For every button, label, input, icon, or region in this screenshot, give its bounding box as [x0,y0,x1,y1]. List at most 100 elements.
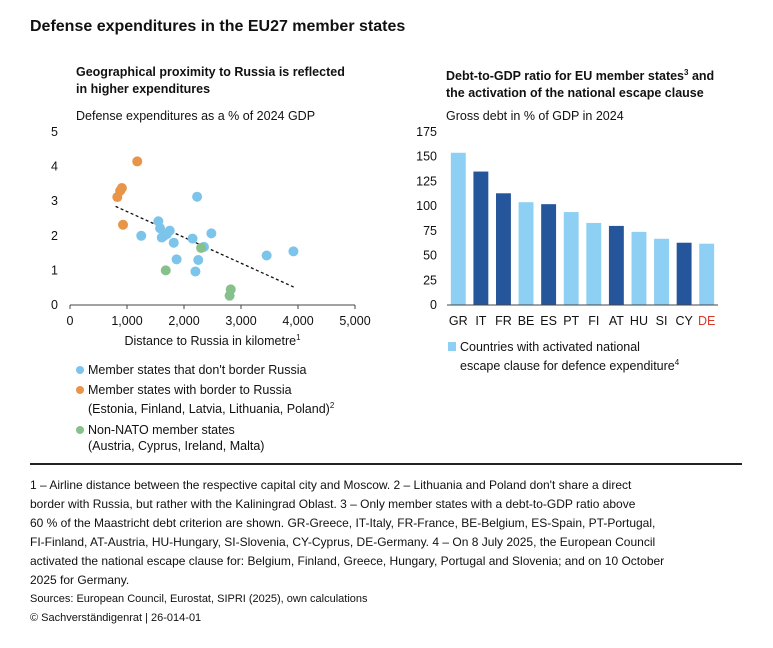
left-subtitle: Geographical proximity to Russia is refl… [76,64,396,98]
y-tick-label: 3 [51,194,58,208]
x-axis-label-sup: 1 [296,333,301,342]
legend-border: Member states with border to Russia (Est… [76,382,406,422]
x-tick-label: IT [475,314,486,328]
right-subtitle: Debt-to-GDP ratio for EU member states3 … [446,64,766,102]
footnote-line: border with Russia, but rather with the … [30,497,636,511]
x-tick-label: HU [630,314,648,328]
scatter-point [196,242,207,253]
scatter-point [155,223,166,234]
x-tick-label: BE [518,314,535,328]
scatter-point [132,156,143,167]
main-title: Defense expenditures in the EU27 member … [30,18,406,35]
right-subtitle-line1: Debt-to-GDP ratio for EU member states3 … [446,68,715,84]
bar-de [699,243,715,305]
scatter-point [224,290,235,301]
bar-es [541,204,557,305]
x-tick-label: PT [563,314,579,328]
x-tick-label: FR [495,314,512,328]
footnote-line: 2025 for Germany. [30,573,130,587]
x-tick-label: AT [609,314,624,328]
scatter-point [190,266,201,277]
x-axis-label: Distance to Russia in kilometre1 [124,333,301,348]
scatter-point [164,225,175,236]
x-tick-label: 4,000 [282,314,313,328]
scatter-point [136,230,147,241]
scatter-point [288,246,299,257]
footnote-line: 1 – Airline distance between the respect… [30,478,632,492]
y-tick-label: 150 [416,150,437,164]
footnotes: 1 – Airline distance between the respect… [30,476,740,590]
x-tick-label: ES [540,314,557,328]
bar-legend-line2: escape clause for defence expenditure4 [460,358,680,374]
x-tick-label: 3,000 [225,314,256,328]
y-tick-label: 50 [423,249,437,263]
y-tick-label: 100 [416,199,437,213]
y-tick-label: 175 [416,125,437,139]
x-tick-label: CY [675,314,693,328]
bar-fr [496,193,511,305]
scatter-point [193,255,204,266]
y-tick-label: 125 [416,174,437,188]
scatter-point [171,254,182,265]
legend-non-nato-sublabel: (Austria, Cyprus, Ireland, Malta) [88,439,265,453]
scatter-point [192,191,203,202]
bar-at [608,225,624,305]
legend-dot-no-border [76,366,84,374]
x-tick-label: 5,000 [339,314,370,328]
legend-dot-non-nato [76,426,84,434]
scatter-legend: Member states that don't border Russia M… [76,362,406,458]
bar-pt [563,212,579,305]
bar-be [518,202,534,305]
x-tick-label: 0 [67,314,74,328]
scatter-point [116,183,127,194]
y-tick-label: 75 [423,224,437,238]
x-tick-label: GR [449,314,468,328]
y-tick-label: 25 [423,273,437,287]
y-tick-label: 1 [51,263,58,277]
legend-border-label: Member states with border to Russia [88,383,292,397]
bar-hu [631,231,647,305]
left-subtitle-line1: Geographical proximity to Russia is refl… [76,65,345,79]
bar-legend: Countries with activated national escape… [448,339,760,374]
right-axis-caption: Gross debt in % of GDP in 2024 [446,109,624,123]
y-tick-label: 0 [51,298,58,312]
footnote-line: 60 % of the Maastricht debt criterion ar… [30,516,656,530]
scatter-point [261,250,272,261]
bar-gr [450,152,466,305]
legend-no-border-label: Member states that don't border Russia [88,363,307,377]
y-tick-label: 5 [51,125,58,139]
scatter-point [118,219,129,230]
bar-fi [586,222,602,305]
sources: Sources: European Council, Eurostat, SIP… [30,593,368,605]
bar-it [473,171,489,305]
x-tick-label: DE [698,314,715,328]
bar-legend-line1: Countries with activated national [460,340,640,354]
copyright: © Sachverständigenrat | 26-014-01 [30,612,202,624]
left-subtitle-line2: in higher expenditures [76,82,211,96]
x-tick-label: FI [588,314,599,328]
scatter-point [160,265,171,276]
y-tick-label: 4 [51,160,58,174]
bar-cy [676,242,692,305]
legend-swatch-escape [448,342,456,351]
y-tick-label: 0 [430,298,437,312]
x-tick-label: 2,000 [168,314,199,328]
legend-border-sublabel: (Estonia, Finland, Latvia, Lithuania, Po… [88,401,335,417]
footnote-line: activated the national escape clause for… [30,554,665,568]
left-axis-caption: Defense expenditures as a % of 2024 GDP [76,109,316,123]
footnote-line: FI-Finland, AT-Austria, HU-Hungary, SI-S… [30,535,656,549]
bar-chart: 0 25 50 75 100 125 150 175 GR IT FR BE ES PT FI AT HU SI C… [416,125,718,328]
legend-dot-border [76,386,84,394]
bar-si [654,238,669,305]
x-tick-label: 1,000 [111,314,142,328]
divider-rule [30,463,742,465]
legend-non-nato-label: Non-NATO member states [88,423,235,437]
y-tick-label: 2 [51,229,58,243]
scatter-point [187,233,198,244]
legend-no-border: Member states that don't border Russia [76,362,406,382]
scatter-point [168,237,179,248]
x-tick-label: SI [656,314,668,328]
right-subtitle-sup: 3 [684,68,689,77]
right-subtitle-line2: the activation of the national escape cl… [446,86,704,101]
legend-non-nato: Non-NATO member states (Austria, Cyprus,… [76,422,406,458]
